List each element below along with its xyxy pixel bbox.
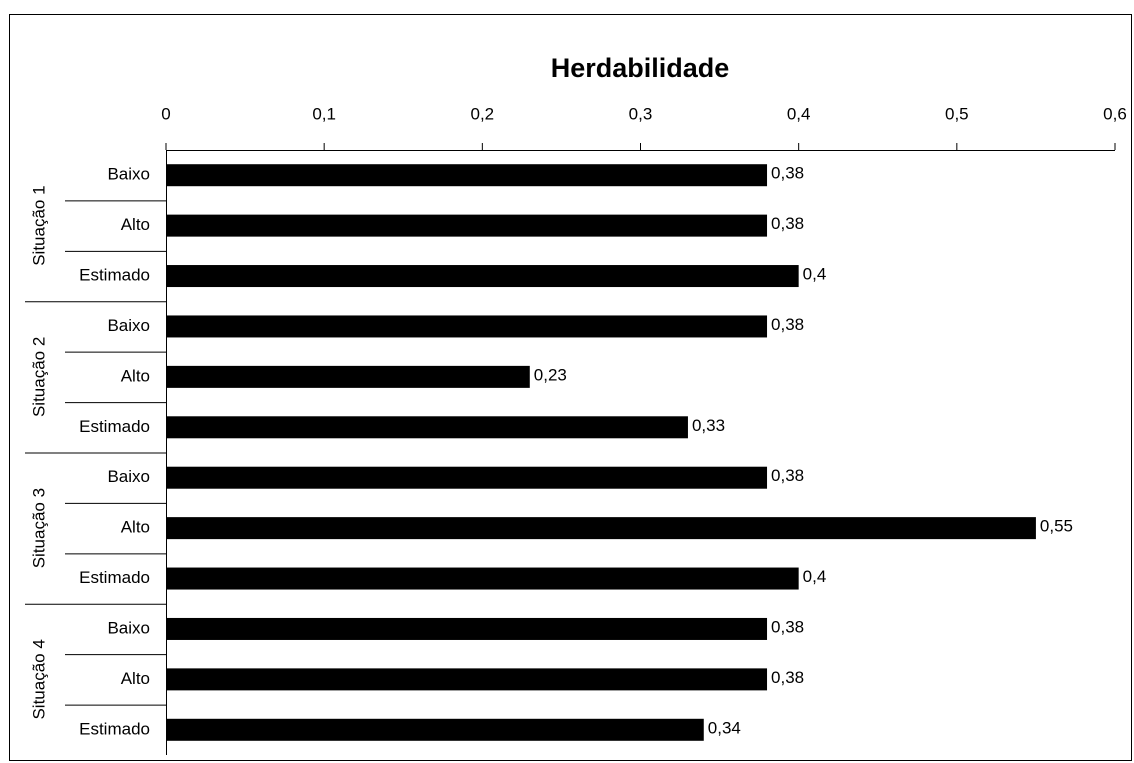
- y-tick-label: Baixo: [107, 316, 150, 335]
- value-label: 0,4: [803, 567, 827, 586]
- y-tick-label: Baixo: [107, 618, 150, 637]
- group-label: Situação 2: [29, 337, 48, 417]
- bar: [166, 214, 768, 237]
- y-tick-label: Baixo: [107, 467, 150, 486]
- value-label: 0,38: [771, 466, 804, 485]
- x-tick-label: 0,4: [787, 104, 811, 123]
- y-tick-label: Alto: [121, 669, 150, 688]
- value-label: 0,55: [1040, 517, 1073, 536]
- value-label: 0,33: [692, 416, 725, 435]
- value-label: 0,38: [771, 315, 804, 334]
- x-tick-label: 0: [161, 104, 170, 123]
- bar: [166, 517, 1036, 540]
- x-tick-label: 0,2: [471, 104, 495, 123]
- group-label: Situação 3: [29, 488, 48, 568]
- bar: [166, 718, 704, 741]
- bar: [166, 164, 768, 187]
- y-tick-label: Baixo: [107, 165, 150, 184]
- y-tick-label: Estimado: [79, 417, 150, 436]
- bar: [166, 315, 768, 338]
- chart-frame: [9, 14, 1132, 761]
- value-label: 0,4: [803, 265, 827, 284]
- value-label: 0,34: [708, 718, 741, 737]
- group-label: Situação 1: [29, 185, 48, 265]
- value-label: 0,38: [771, 668, 804, 687]
- value-label: 0,38: [771, 164, 804, 183]
- bar: [166, 416, 688, 439]
- bar: [166, 668, 768, 691]
- group-label: Situação 4: [29, 639, 48, 719]
- bar: [166, 466, 768, 489]
- y-tick-label: Alto: [121, 215, 150, 234]
- value-label: 0,38: [771, 617, 804, 636]
- y-tick-label: Alto: [121, 518, 150, 537]
- value-label: 0,23: [534, 365, 567, 384]
- y-tick-label: Estimado: [79, 568, 150, 587]
- y-tick-label: Estimado: [79, 266, 150, 285]
- chart-title: Herdabilidade: [551, 53, 730, 83]
- bar: [166, 265, 799, 288]
- bar: [166, 365, 530, 388]
- x-tick-label: 0,6: [1103, 104, 1127, 123]
- y-tick-label: Alto: [121, 366, 150, 385]
- bar: [166, 567, 799, 590]
- x-tick-label: 0,1: [312, 104, 336, 123]
- x-tick-label: 0,3: [629, 104, 653, 123]
- bar: [166, 617, 768, 640]
- y-tick-label: Estimado: [79, 719, 150, 738]
- value-label: 0,38: [771, 214, 804, 233]
- x-tick-label: 0,5: [945, 104, 969, 123]
